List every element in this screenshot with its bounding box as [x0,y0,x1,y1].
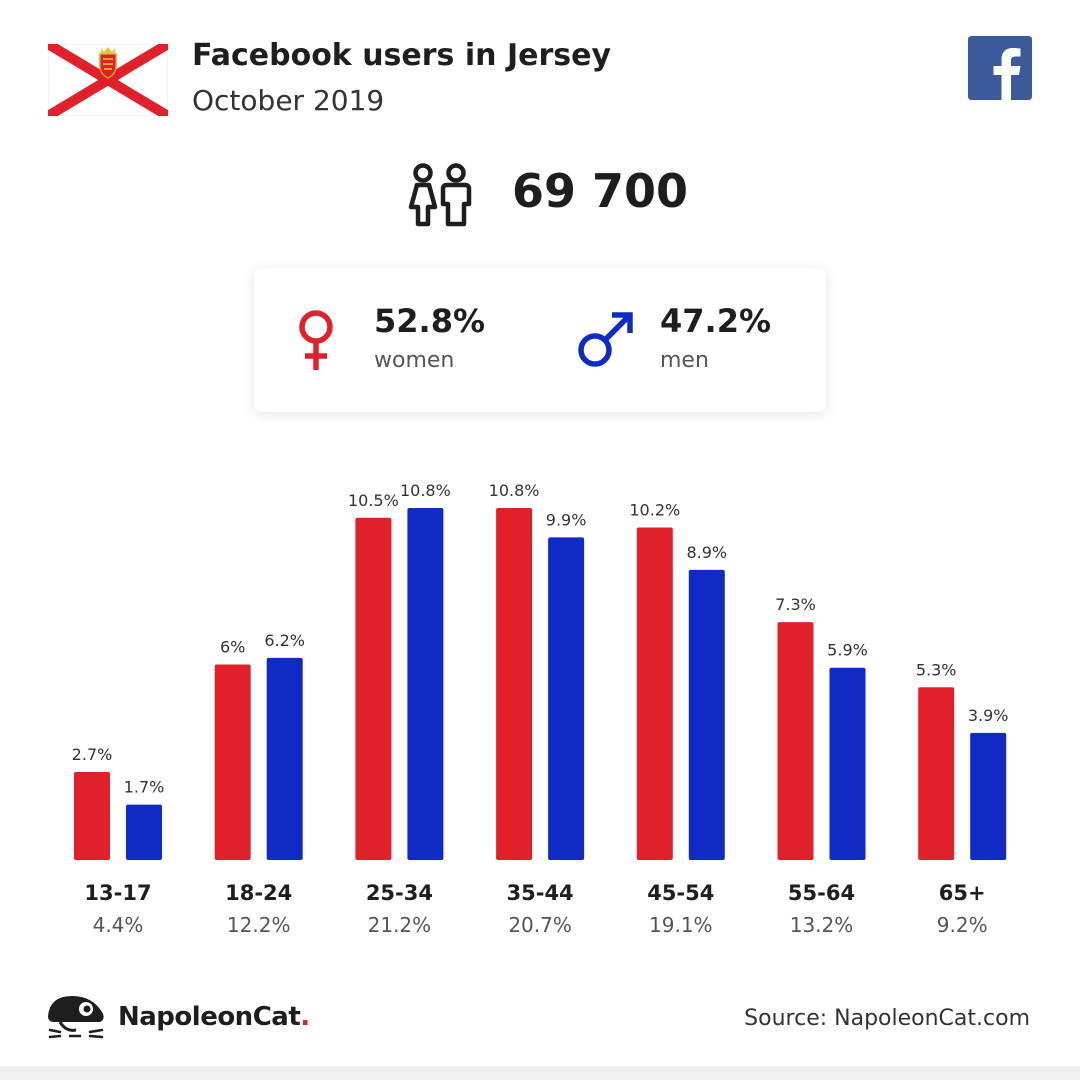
category-label-35-44: 35-44 [507,881,574,905]
bar-men-45-54 [688,569,725,860]
women-percentage: 52.8% [374,302,486,340]
category-total-18-24: 12.2% [227,913,291,937]
bar-women-25-34 [355,517,392,860]
category-total-35-44: 20.7% [508,913,572,937]
category-label-45-54: 45-54 [647,881,714,905]
people-icon [408,163,472,227]
page-title: Facebook users in Jersey [192,38,612,73]
bar-label-women-55-64: 7.3% [775,595,816,614]
category-label-65+: 65+ [939,881,986,905]
bar-label-women-25-34: 10.5% [348,491,399,510]
gender-split-card: 52.8% women 47.2% men [254,268,826,412]
bar-women-45-54 [636,527,673,860]
jersey-flag-icon [48,44,168,116]
brand-dot: . [300,1002,310,1032]
bar-men-35-44 [548,537,585,860]
female-symbol-icon [299,310,333,370]
bar-label-men-25-34: 10.8% [400,481,451,500]
bar-men-18-24 [266,657,303,860]
total-users-value: 69 700 [512,164,689,218]
category-label-18-24: 18-24 [225,881,292,905]
bar-women-55-64 [777,622,814,860]
bar-women-18-24 [214,664,251,860]
category-total-25-34: 21.2% [368,913,432,937]
category-total-65+: 9.2% [937,913,988,937]
bar-women-13-17 [74,772,110,860]
bar-label-women-13-17: 2.7% [72,745,113,764]
bar-label-men-55-64: 5.9% [827,641,868,660]
category-label-13-17: 13-17 [84,881,151,905]
category-label-55-64: 55-64 [788,881,855,905]
bar-men-55-64 [829,667,866,860]
bar-women-35-44 [496,508,533,860]
men-percentage: 47.2% [660,302,772,340]
bar-women-65+ [918,687,955,860]
bar-label-women-45-54: 10.2% [629,501,680,520]
age-gender-bar-chart: 2.7%1.7%13-174.4%6% 6.2%18-2412.2%10.5%10… [72,481,1009,937]
women-label: women [374,348,455,373]
bar-men-65+ [970,732,1007,860]
bar-label-men-65+: 3.9% [968,706,1009,725]
category-total-55-64: 13.2% [790,913,854,937]
page-subtitle: October 2019 [192,84,385,117]
bar-men-13-17 [126,804,162,860]
source-credit: Source: NapoleonCat.com [744,1006,1030,1031]
male-symbol-icon [578,312,633,367]
bar-label-men-13-17: 1.7% [124,778,165,797]
brand-name: NapoleonCat. [118,1002,310,1032]
category-total-45-54: 19.1% [649,913,713,937]
bar-label-women-35-44: 10.8% [489,481,540,500]
bar-men-25-34 [407,508,444,860]
napoleoncat-logo-icon [48,996,104,1039]
bar-label-women-65+: 5.3% [916,660,957,679]
bar-label-men-45-54: 8.9% [686,543,727,562]
bottom-strip [0,1066,1080,1080]
brand-name-text: NapoleonCat [118,1002,301,1032]
bar-label-men-35-44: 9.9% [546,510,587,529]
category-label-25-34: 25-34 [366,881,433,905]
men-label: men [660,348,709,373]
bar-label-men-18-24: 6.2% [264,631,305,650]
bar-label-women-18-24: 6% [220,637,245,656]
facebook-logo-icon [968,36,1032,100]
category-total-13-17: 4.4% [93,913,144,937]
